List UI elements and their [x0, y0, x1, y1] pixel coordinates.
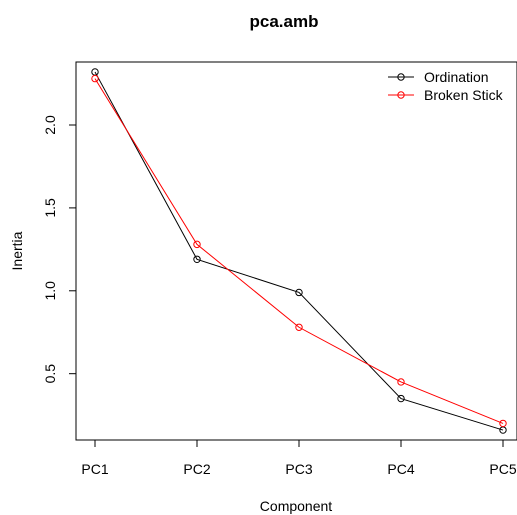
x-axis-label: Component [260, 498, 332, 514]
x-tick-label: PC3 [285, 461, 312, 477]
series-layer [91, 68, 507, 434]
y-tick-label: 1.5 [42, 198, 58, 218]
x-tick-label: PC5 [489, 461, 516, 477]
chart-title: pca.amb [250, 12, 319, 31]
data-point [397, 378, 405, 386]
series-line [94, 71, 504, 431]
data-point [295, 288, 303, 297]
series-line [94, 78, 504, 424]
series-0 [91, 68, 507, 434]
data-point [295, 323, 303, 331]
x-tick-label: PC2 [183, 461, 210, 477]
x-axis: PC1 PC2 PC3 PC4 PC5 [81, 440, 517, 477]
series-1 [91, 74, 507, 428]
plot-frame [75, 61, 517, 441]
y-tick-label: 0.5 [42, 364, 58, 384]
data-point [397, 394, 405, 403]
data-point [91, 74, 99, 83]
data-point [499, 419, 507, 428]
legend-label: Broken Stick [424, 87, 504, 103]
y-axis-label: Inertia [9, 231, 25, 270]
y-tick-label: 2.0 [42, 115, 58, 135]
legend-item: Broken Stick [388, 87, 504, 103]
legend-marker [397, 73, 405, 81]
data-point [193, 240, 201, 249]
legend: Ordination Broken Stick [388, 69, 504, 103]
y-tick-label: 1.0 [42, 281, 58, 301]
legend-marker [397, 91, 405, 99]
legend-item: Ordination [388, 69, 489, 85]
x-tick-label: PC1 [81, 461, 108, 477]
x-tick-label: PC4 [387, 461, 414, 477]
data-point [193, 255, 201, 263]
y-axis: 0.5 1.0 1.5 2.0 [42, 115, 76, 383]
legend-label: Ordination [424, 69, 489, 85]
